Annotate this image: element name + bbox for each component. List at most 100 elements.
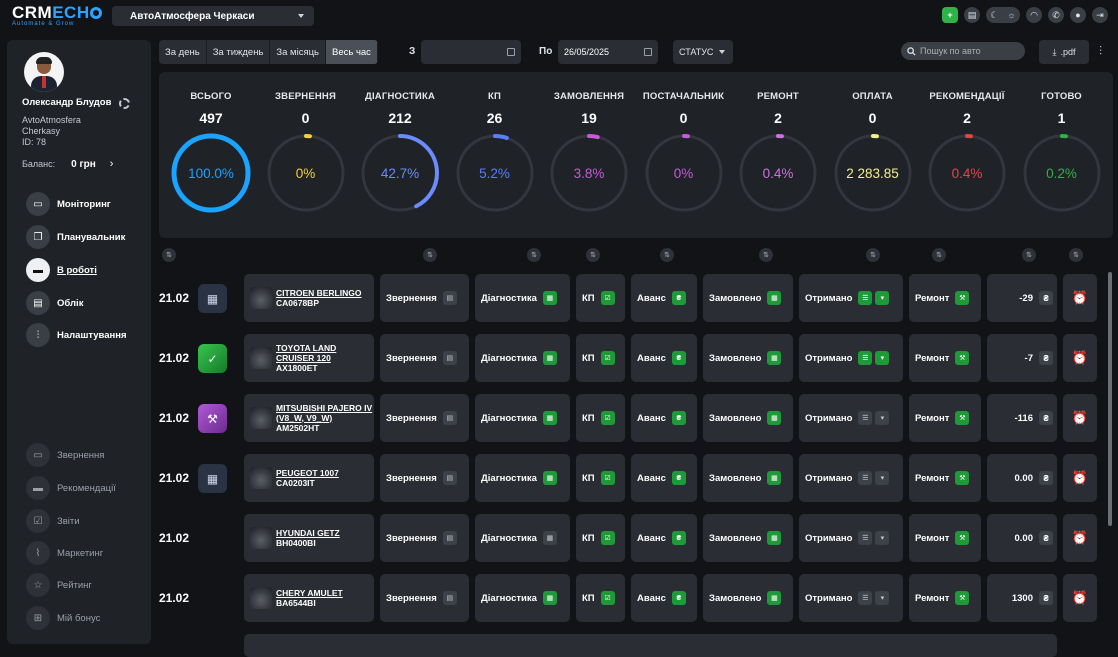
stat-5[interactable]: ПОСТАЧАЛЬНИК 0 0%: [637, 72, 731, 238]
hryvnia-icon[interactable]: ₴: [671, 591, 686, 605]
advance-cell[interactable]: Аванс ₴: [631, 514, 697, 562]
amount-cell[interactable]: -116 ₴: [987, 394, 1057, 442]
tab-month[interactable]: За місяць: [270, 40, 326, 64]
request-cell[interactable]: Звернення ▤: [380, 394, 469, 442]
stat-4[interactable]: ЗАМОВЛЕННЯ 19 3.8%: [542, 72, 636, 238]
advance-cell[interactable]: Аванс ₴: [631, 274, 697, 322]
board-icon[interactable]: ▦: [198, 284, 227, 313]
nav-item-rating[interactable]: ☆ Рейтинг: [26, 573, 150, 597]
theme-toggle[interactable]: ☾ ☼: [986, 7, 1020, 23]
status-select[interactable]: СТАТУС: [673, 40, 733, 64]
hryvnia-icon[interactable]: ₴: [671, 531, 686, 545]
chevron-down-icon[interactable]: ▾: [875, 471, 890, 485]
table-row[interactable]: 21.02 ⚒ MITSUBISHI PAJERO IV (V8_W, V9_W) A…: [159, 394, 1099, 442]
advance-cell[interactable]: Аванс ₴: [631, 334, 697, 382]
repair-cell[interactable]: Ремонт ⚒: [909, 334, 981, 382]
repair-cell[interactable]: Ремонт ⚒: [909, 454, 981, 502]
sort-icon[interactable]: ⇅: [162, 248, 176, 262]
chevron-down-icon[interactable]: ▾: [875, 531, 890, 545]
received-cell[interactable]: Отримано ☰ ▾: [799, 394, 903, 442]
diagnostics-icon[interactable]: ▦: [542, 471, 557, 485]
car-model[interactable]: CHERY AMULET: [276, 587, 343, 598]
document-icon[interactable]: ▤: [442, 351, 457, 365]
sort-icon[interactable]: ⇅: [586, 248, 600, 262]
headset-icon[interactable]: ◠: [1026, 7, 1042, 23]
ordered-cell[interactable]: Замовлено ▦: [703, 454, 793, 502]
diagnostics-cell[interactable]: Діагностика ▦: [475, 334, 570, 382]
scrollbar[interactable]: [1108, 272, 1112, 526]
nav-item-planner[interactable]: ❐ Планувальник: [26, 225, 150, 249]
car-model[interactable]: CITROEN BERLINGO: [276, 287, 362, 298]
pdf-export-button[interactable]: ⤓ .pdf: [1039, 40, 1089, 64]
ordered-cell[interactable]: Замовлено ▦: [703, 574, 793, 622]
stat-8[interactable]: РЕКОМЕНДАЦІЇ 2 0.4%: [920, 72, 1014, 238]
alarm-clock-icon[interactable]: ⏰: [1063, 514, 1097, 562]
amount-cell[interactable]: -29 ₴: [987, 274, 1057, 322]
chevron-down-icon[interactable]: ▾: [875, 351, 890, 365]
advance-cell[interactable]: Аванс ₴: [631, 574, 697, 622]
clipboard-icon[interactable]: ☑: [600, 471, 615, 485]
request-cell[interactable]: Звернення ▤: [380, 454, 469, 502]
stat-2[interactable]: ДІАГНОСТИКА 212 42.7%: [353, 72, 447, 238]
received-cell[interactable]: Отримано ☰ ▾: [799, 514, 903, 562]
kp-cell[interactable]: КП ☑: [576, 274, 625, 322]
list-icon[interactable]: ☰: [858, 591, 873, 605]
repair-cell[interactable]: Ремонт ⚒: [909, 514, 981, 562]
car-model[interactable]: HYUNDAI GETZ: [276, 527, 340, 538]
diagnostics-cell[interactable]: Діагностика ▦: [475, 394, 570, 442]
nav-item-accounting[interactable]: ▤ Облік: [26, 291, 150, 315]
hryvnia-icon[interactable]: ₴: [1039, 411, 1053, 425]
hryvnia-icon[interactable]: ₴: [1039, 471, 1053, 485]
parts-icon[interactable]: ▦: [767, 591, 782, 605]
parts-icon[interactable]: ▦: [767, 531, 782, 545]
from-date-input[interactable]: [421, 40, 521, 64]
car-cell[interactable]: CHERY AMULET BA6544BI: [244, 574, 374, 622]
search-input[interactable]: [920, 46, 1020, 56]
table-row[interactable]: 21.02 HYUNDAI GETZ BH0400BI Звернення ▤ Діагн…: [159, 514, 1099, 562]
sort-icon[interactable]: ⇅: [932, 248, 946, 262]
list-icon[interactable]: ☰: [858, 471, 873, 485]
table-row[interactable]: [159, 634, 1099, 657]
avatar[interactable]: [24, 52, 64, 92]
document-icon[interactable]: ▤: [442, 291, 457, 305]
diagnostics-cell[interactable]: Діагностика ▦: [475, 274, 570, 322]
phone-icon[interactable]: ✆: [1048, 7, 1064, 23]
clipboard-icon[interactable]: ☑: [600, 591, 615, 605]
list-icon[interactable]: ☰: [858, 531, 873, 545]
clipboard-icon[interactable]: ☑: [600, 411, 615, 425]
tab-week[interactable]: За тиждень: [207, 40, 271, 64]
diagnostics-icon[interactable]: ▦: [542, 591, 557, 605]
nav-item-monitoring[interactable]: ▭ Моніторинг: [26, 192, 150, 216]
chevron-down-icon[interactable]: ▾: [875, 591, 890, 605]
clipboard-icon[interactable]: ☑: [600, 291, 615, 305]
tab-day[interactable]: За день: [159, 40, 207, 64]
sort-icon[interactable]: ⇅: [527, 248, 541, 262]
sort-icon[interactable]: ⇅: [759, 248, 773, 262]
parts-icon[interactable]: ▦: [767, 291, 782, 305]
received-cell[interactable]: Отримано ☰ ▾: [799, 454, 903, 502]
repair-cell[interactable]: Ремонт ⚒: [909, 274, 981, 322]
amount-cell[interactable]: -7 ₴: [987, 334, 1057, 382]
clipboard-icon[interactable]: ☑: [600, 351, 615, 365]
hryvnia-icon[interactable]: ₴: [671, 411, 686, 425]
alarm-clock-icon[interactable]: ⏰: [1063, 454, 1097, 502]
diagnostics-cell[interactable]: Діагностика ▦: [475, 514, 570, 562]
alarm-clock-icon[interactable]: ⏰: [1063, 574, 1097, 622]
parts-icon[interactable]: ▦: [767, 411, 782, 425]
advance-cell[interactable]: Аванс ₴: [631, 454, 697, 502]
table-row[interactable]: 21.02 ▦ PEUGEOT 1007 CA0203IT Звернення ▤ Діаг…: [159, 454, 1099, 502]
repair-cell[interactable]: Ремонт ⚒: [909, 574, 981, 622]
branch-select[interactable]: АвтоАтмосфера Черкаси: [112, 6, 314, 26]
hryvnia-icon[interactable]: ₴: [671, 351, 686, 365]
nav-item-recommendations[interactable]: ▬ Рекомендації: [26, 476, 150, 500]
check-icon[interactable]: ✓: [198, 344, 227, 373]
logout-icon[interactable]: ⇥: [1092, 7, 1108, 23]
hryvnia-icon[interactable]: ₴: [1039, 291, 1053, 305]
table-row[interactable]: 21.02 ✓ TOYOTA LAND CRUISER 120 AX1800ET Зве…: [159, 334, 1099, 382]
sort-icon[interactable]: ⇅: [660, 248, 674, 262]
car-model[interactable]: TOYOTA LAND CRUISER 120: [276, 342, 337, 363]
alarm-clock-icon[interactable]: ⏰: [1063, 394, 1097, 442]
alarm-clock-icon[interactable]: ⏰: [1063, 334, 1097, 382]
kp-cell[interactable]: КП ☑: [576, 574, 625, 622]
clipboard-icon[interactable]: ☑: [600, 531, 615, 545]
